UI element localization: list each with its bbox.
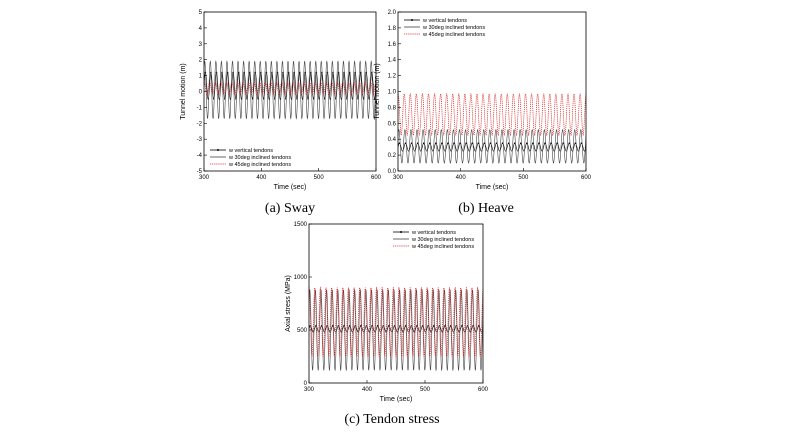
x-axis-label: Time (sec) [380, 396, 413, 403]
series-line-45deg [204, 81, 376, 96]
x-axis-label: Time (sec) [476, 184, 509, 191]
y-tick-label: 0.4 [388, 137, 397, 143]
y-tick-label: 1.4 [388, 58, 397, 64]
y-tick-label: -4 [197, 153, 203, 159]
x-tick-label: 400 [256, 175, 267, 181]
x-tick-label: 600 [371, 175, 382, 181]
legend-label-vertical: w vertical tendons [422, 18, 467, 24]
x-tick-label: 500 [420, 387, 431, 393]
x-tick-label: 400 [456, 175, 467, 181]
tendon-stress-chart: 300 400 500 600 0 500 1000 1500 Time (sec) Axial … [285, 222, 489, 403]
y-tick-label: -2 [197, 121, 203, 127]
legend-label-vertical: w vertical tendons [411, 230, 456, 236]
x-tick-label: 400 [362, 387, 373, 393]
caption-heave: (b) Heave [458, 201, 514, 216]
y-tick-label: 0.8 [388, 105, 397, 111]
legend-label-30deg: w 30deg inclined tendons [422, 25, 485, 31]
sway-chart: 300 400 500 600 -5 -4 -3 -2 -1 0 1 2 3 4 5 Time (sec) Tu… [180, 10, 382, 191]
y-tick-label: -3 [197, 137, 203, 143]
y-tick-label: 0.2 [388, 153, 397, 159]
x-tick-label: 600 [581, 175, 592, 181]
y-tick-label: 0.0 [388, 169, 397, 175]
heave-chart: 300 400 500 600 0.0 0.2 0.4 0.6 0.8 1.0 1.2 1.4 1.6 1… [374, 10, 592, 191]
y-tick-label: 1 [199, 74, 203, 80]
series-line-30deg [398, 129, 586, 164]
x-tick-label: 500 [314, 175, 325, 181]
legend-label-45deg: w 45deg inclined tendons [411, 244, 474, 250]
y-tick-label: 2.0 [388, 10, 397, 16]
caption-tendon-stress: (c) Tendon stress [344, 412, 439, 427]
y-axis-label: Tunnel motion (m) [180, 63, 187, 120]
legend-label-45deg: w 45deg inclined tendons [228, 162, 291, 168]
plot-frame [308, 223, 484, 384]
y-tick-label: 500 [297, 328, 308, 334]
series-line-45deg [398, 93, 586, 137]
y-tick-label: 0 [304, 381, 308, 387]
legend-label-45deg: w 45deg inclined tendons [422, 32, 485, 38]
x-tick-label: 300 [304, 387, 315, 393]
y-tick-label: 0.6 [388, 121, 397, 127]
y-tick-label: 5 [199, 10, 203, 16]
y-tick-label: 1.6 [388, 42, 397, 48]
x-tick-label: 500 [518, 175, 529, 181]
y-axis-label: Axial stress (MPa) [285, 275, 292, 332]
x-axis-label: Time (sec) [274, 184, 307, 191]
x-tick-label: 300 [393, 175, 404, 181]
y-tick-label: -5 [197, 169, 203, 175]
y-tick-label: 1.2 [388, 74, 397, 80]
legend-label-30deg: w 30deg inclined tendons [228, 155, 291, 161]
caption-sway: (a) Sway [265, 201, 315, 216]
y-tick-label: 2 [199, 58, 203, 64]
y-tick-label: 0 [199, 90, 203, 96]
series-line-30deg [204, 60, 376, 120]
legend-label-30deg: w 30deg inclined tendons [411, 237, 474, 243]
y-tick-label: 1.8 [388, 26, 397, 32]
y-tick-label: 1500 [294, 222, 308, 228]
y-tick-label: 3 [199, 42, 203, 48]
x-tick-label: 600 [478, 387, 489, 393]
y-tick-label: -1 [197, 105, 203, 111]
y-tick-label: 1.0 [388, 90, 397, 96]
y-tick-label: 1000 [294, 275, 308, 281]
x-tick-label: 300 [199, 175, 210, 181]
y-axis-label: Tunnel motion (m) [374, 63, 381, 120]
series-line-45deg [309, 286, 483, 358]
legend-label-vertical: w vertical tendons [228, 148, 273, 154]
y-tick-label: 4 [199, 26, 203, 32]
